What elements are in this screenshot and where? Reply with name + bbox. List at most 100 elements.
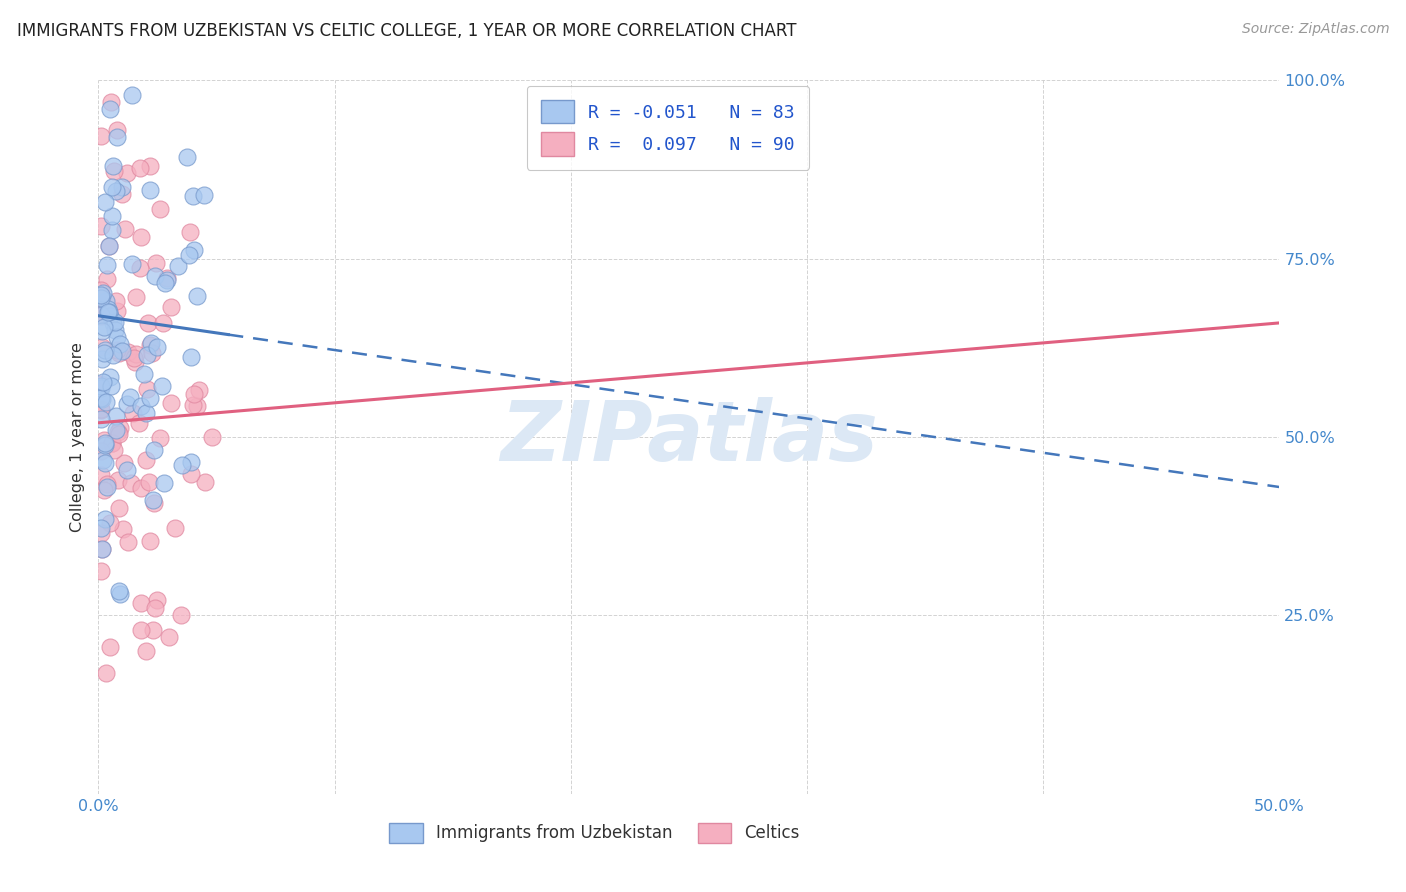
- Point: [100, 95, 122, 109]
- Point: [160, 300, 183, 314]
- Point: [157, 630, 180, 644]
- Point: [136, 316, 159, 330]
- Point: [145, 256, 167, 270]
- Point: [129, 399, 152, 413]
- Point: [91, 297, 114, 311]
- Point: [90, 379, 112, 393]
- Point: [122, 351, 145, 365]
- Point: [105, 123, 128, 137]
- Point: [98, 516, 121, 530]
- Point: [97, 301, 120, 316]
- Point: [186, 289, 208, 303]
- Point: [120, 475, 142, 490]
- Point: [125, 347, 148, 361]
- Point: [91, 324, 114, 338]
- Point: [135, 453, 157, 467]
- Point: [146, 592, 169, 607]
- Point: [176, 150, 198, 164]
- Point: [101, 436, 124, 450]
- Point: [153, 475, 176, 490]
- Point: [115, 166, 138, 180]
- Point: [143, 601, 166, 615]
- Point: [105, 304, 128, 318]
- Point: [90, 402, 112, 417]
- Point: [90, 468, 112, 483]
- Point: [90, 308, 112, 322]
- Point: [122, 406, 145, 420]
- Point: [90, 340, 112, 354]
- Point: [143, 269, 166, 284]
- Point: [166, 260, 188, 274]
- Point: [141, 346, 163, 360]
- Point: [172, 458, 194, 473]
- Point: [103, 442, 125, 457]
- Point: [143, 496, 166, 510]
- Point: [139, 392, 162, 406]
- Point: [181, 188, 204, 202]
- Point: [96, 665, 118, 680]
- Point: [108, 420, 131, 434]
- Point: [194, 475, 217, 490]
- Point: [143, 443, 166, 458]
- Text: Source: ZipAtlas.com: Source: ZipAtlas.com: [1241, 22, 1389, 37]
- Point: [121, 87, 143, 102]
- Point: [181, 398, 204, 412]
- Point: [96, 258, 118, 272]
- Point: [177, 248, 200, 262]
- Point: [91, 376, 114, 390]
- Point: [105, 409, 128, 423]
- Point: [90, 291, 112, 305]
- Point: [90, 129, 112, 144]
- Point: [93, 319, 115, 334]
- Point: [90, 309, 112, 323]
- Point: [138, 475, 160, 489]
- Point: [148, 431, 170, 445]
- Point: [90, 376, 112, 391]
- Point: [97, 305, 120, 319]
- Point: [91, 453, 114, 467]
- Point: [101, 223, 124, 237]
- Point: [103, 163, 125, 178]
- Point: [90, 412, 112, 426]
- Point: [90, 219, 112, 233]
- Point: [98, 370, 121, 384]
- Point: [96, 271, 118, 285]
- Point: [121, 257, 143, 271]
- Point: [93, 436, 115, 450]
- Point: [117, 345, 139, 359]
- Point: [111, 187, 134, 202]
- Point: [105, 330, 128, 344]
- Point: [201, 430, 224, 444]
- Point: [108, 426, 131, 441]
- Point: [129, 260, 152, 275]
- Point: [180, 455, 202, 469]
- Point: [94, 456, 117, 470]
- Point: [104, 323, 127, 337]
- Point: [187, 384, 209, 398]
- Point: [131, 481, 153, 495]
- Point: [135, 644, 157, 658]
- Point: [98, 102, 121, 116]
- Point: [100, 379, 122, 393]
- Point: [108, 337, 131, 351]
- Point: [129, 230, 152, 244]
- Point: [117, 397, 139, 411]
- Point: [90, 288, 112, 302]
- Point: [111, 180, 134, 194]
- Y-axis label: College, 1 year or more: College, 1 year or more: [69, 343, 84, 532]
- Point: [90, 381, 112, 395]
- Point: [141, 492, 163, 507]
- Point: [90, 565, 112, 579]
- Point: [90, 525, 112, 540]
- Point: [129, 161, 152, 175]
- Point: [146, 340, 169, 354]
- Point: [101, 180, 124, 194]
- Point: [139, 183, 162, 197]
- Point: [94, 294, 117, 309]
- Point: [101, 209, 124, 223]
- Point: [98, 640, 121, 654]
- Point: [163, 521, 186, 535]
- Point: [105, 130, 128, 145]
- Point: [135, 348, 157, 362]
- Point: [141, 336, 163, 351]
